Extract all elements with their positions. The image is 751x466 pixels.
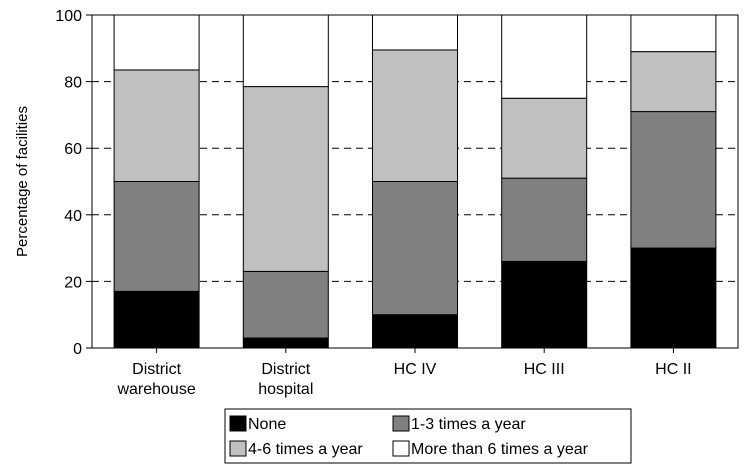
- legend-box: [224, 408, 632, 464]
- legend-label: 4-6 times a year: [248, 441, 363, 458]
- bar-segment: [630, 111, 717, 249]
- y-tick-label: 100: [55, 8, 82, 25]
- x-tick-label: HC II: [655, 361, 691, 378]
- legend-label: 1-3 times a year: [411, 416, 526, 433]
- bar-segment: [242, 337, 329, 349]
- legend-swatch: [392, 415, 410, 432]
- bar-segment: [501, 177, 588, 262]
- bar-segment: [630, 247, 717, 349]
- bar-segment: [372, 14, 458, 51]
- bar-segment: [113, 290, 200, 349]
- bars: [113, 14, 717, 349]
- x-axis-ticks: District warehouse District hospital HC IV HC…: [116, 348, 692, 398]
- bar-segment: [501, 97, 588, 179]
- bar-segment: [242, 270, 329, 339]
- legend-swatch: [229, 440, 247, 457]
- y-tick-label: 60: [64, 141, 82, 158]
- bar-segment: [501, 260, 588, 349]
- x-tick-label: District hospital: [258, 361, 313, 398]
- bar-segment: [372, 314, 458, 349]
- y-tick-label: 20: [64, 274, 82, 291]
- bar-segment: [630, 51, 717, 113]
- bar-segment: [630, 14, 717, 53]
- bar-segment: [242, 86, 329, 272]
- x-tick-label: District warehouse: [116, 361, 195, 398]
- x-tick-label: HC IV: [394, 361, 437, 378]
- bar-segment: [242, 14, 329, 88]
- bar-segment: [372, 49, 458, 183]
- y-tick-label: 80: [64, 75, 82, 92]
- y-tick-label: 0: [73, 341, 82, 358]
- bar-segment: [113, 181, 200, 292]
- legend-label: None: [248, 416, 286, 433]
- bar-segment: [501, 14, 588, 99]
- legend-label: More than 6 times a year: [411, 441, 589, 458]
- y-axis-ticks: 0 20 40 60 80 100: [55, 8, 92, 358]
- legend-swatch: [392, 440, 410, 457]
- x-tick-label: HC III: [524, 361, 565, 378]
- bar-segment: [113, 14, 200, 71]
- bar-segment: [372, 181, 458, 316]
- bar-segment: [113, 69, 200, 182]
- y-tick-label: 40: [64, 208, 82, 225]
- y-axis-label: Percentage of facilities: [14, 106, 31, 257]
- legend: None 1-3 times a year 4-6 times a year More…: [224, 408, 632, 464]
- legend-swatch: [229, 415, 247, 432]
